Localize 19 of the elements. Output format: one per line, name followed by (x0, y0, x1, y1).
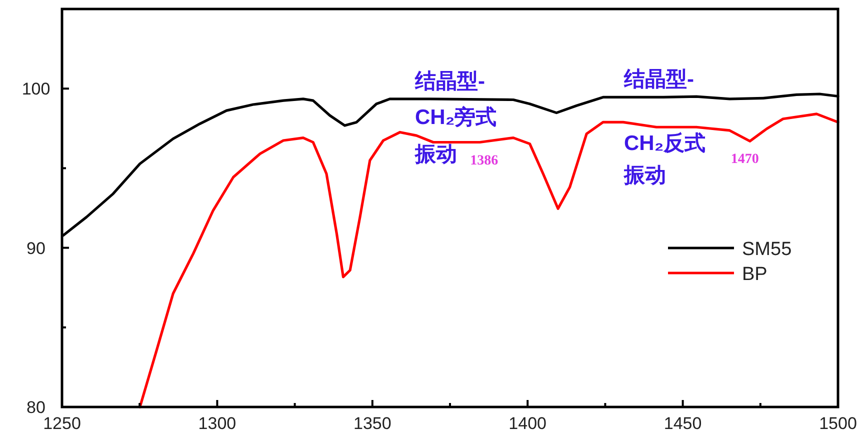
annotation: 振动 (414, 143, 457, 166)
x-tick-label: 1500 (819, 414, 857, 433)
x-tick-label: 1350 (353, 414, 392, 433)
annotation: 1386 (470, 154, 498, 169)
annotation: 振动 (623, 164, 666, 187)
annotation: 结晶型- (623, 68, 694, 91)
x-tick-label: 1300 (198, 414, 236, 433)
annotation: CH₂反式 (624, 131, 706, 155)
x-tick-label: 1250 (43, 414, 81, 433)
annotation: 1470 (730, 152, 759, 168)
x-tick-label: 1400 (508, 414, 547, 433)
x-tick-label: 1450 (664, 414, 702, 433)
annotation: CH₂旁式 (415, 105, 497, 129)
legend-label: BP (742, 264, 768, 285)
y-tick-label: 90 (26, 238, 46, 258)
legend-label: SM55 (742, 239, 792, 260)
annotation: 结晶型- (414, 70, 485, 93)
y-tick-label: 100 (22, 80, 50, 99)
y-tick-label: 80 (26, 398, 46, 417)
